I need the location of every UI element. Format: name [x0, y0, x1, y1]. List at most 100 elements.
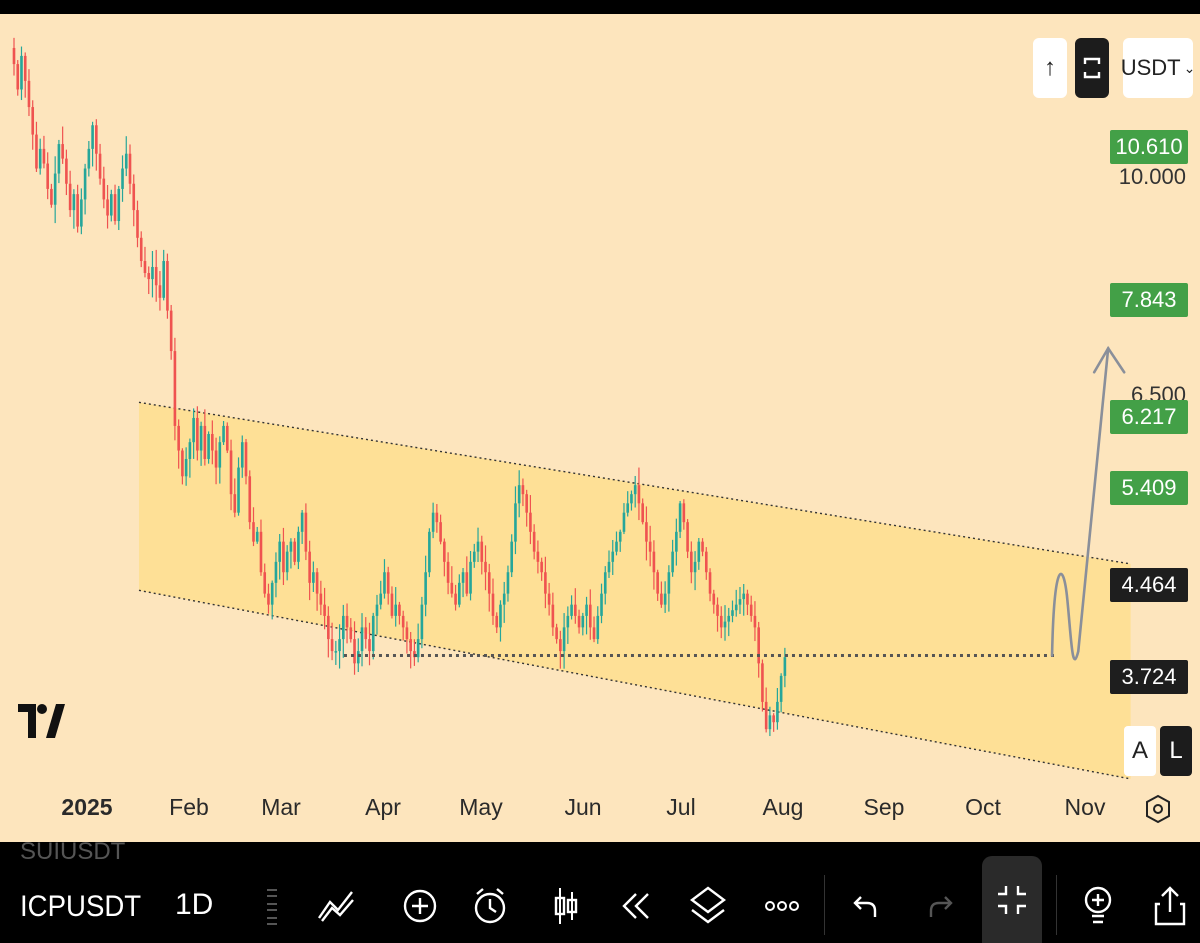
candle-body [154, 266, 158, 286]
candle-body [764, 701, 768, 730]
interval-button[interactable]: 1D [175, 888, 214, 921]
candle-body [409, 639, 412, 652]
candle-body [611, 551, 615, 562]
candle-body [394, 604, 398, 616]
candle-body [495, 615, 499, 628]
candle-body [648, 541, 652, 552]
candle-body [645, 522, 648, 542]
previous-symbol-label[interactable]: SUIUSDT [20, 842, 126, 865]
candle-body [353, 639, 356, 664]
candle-body [207, 433, 210, 459]
candle-body [53, 173, 57, 205]
candle-body [476, 541, 480, 552]
price-badge: 3.724 [1110, 660, 1188, 694]
candle-body [697, 541, 701, 562]
candle-body [240, 442, 244, 468]
candle-body [742, 593, 746, 600]
candle-body [506, 572, 510, 594]
candle-body [46, 163, 49, 189]
candle-body [68, 183, 72, 211]
exit-fullscreen-button[interactable] [982, 856, 1042, 943]
candle-body [315, 572, 319, 594]
candle-body [450, 582, 454, 594]
candle-body [356, 651, 360, 664]
layers-icon[interactable] [688, 878, 728, 934]
candle-body [360, 627, 364, 652]
candle-body [211, 433, 214, 451]
tradingview-logo [16, 702, 66, 745]
candle-body [20, 55, 23, 90]
candle-body [499, 604, 502, 628]
candle-body [229, 450, 233, 495]
candle-body [42, 148, 46, 164]
candle-body [693, 561, 697, 573]
candles-icon[interactable] [546, 878, 586, 934]
replay-icon[interactable] [616, 878, 656, 934]
candle-body [173, 351, 177, 426]
alarm-clock-icon[interactable] [470, 878, 510, 934]
candle-body [731, 610, 734, 616]
currency-selector[interactable]: USDT ⌄ [1121, 38, 1195, 98]
candle-body [596, 615, 600, 640]
log-scale-button[interactable]: L [1160, 726, 1192, 776]
candle-body [282, 541, 285, 573]
candle-body [480, 541, 484, 562]
candle-body [719, 615, 723, 628]
indicators-icon[interactable] [316, 878, 356, 934]
share-icon[interactable] [1150, 878, 1190, 934]
candle-body [428, 531, 431, 573]
candle-body [76, 194, 79, 227]
toolbar-divider [824, 875, 825, 935]
undo-icon[interactable] [846, 878, 886, 934]
candle-body [338, 639, 341, 652]
candle-body [547, 593, 551, 605]
candle-body [375, 604, 379, 616]
channel-fill [138, 402, 1131, 779]
candle-body [304, 512, 308, 552]
candle-body [319, 593, 323, 605]
more-icon[interactable] [762, 878, 802, 934]
scroll-to-latest-button[interactable]: ↑ [1033, 38, 1067, 98]
candle-body [65, 158, 68, 184]
candle-body [600, 593, 603, 616]
chart-settings-button[interactable] [1145, 794, 1171, 829]
candle-body [293, 541, 296, 562]
candle-body [514, 503, 517, 542]
candle-body [83, 168, 87, 200]
candle-body [102, 178, 106, 200]
candle-body [91, 125, 94, 149]
lightbulb-icon[interactable] [1078, 878, 1118, 934]
symbol-button[interactable]: ICPUSDT [20, 890, 142, 923]
candle-body [712, 593, 716, 605]
redo-icon[interactable] [920, 878, 960, 934]
candle-body [585, 604, 588, 616]
candle-body [289, 541, 293, 552]
candle-body [544, 572, 547, 594]
settings-hexagon-icon [1146, 794, 1170, 824]
candle-body [383, 572, 386, 594]
x-tick-label: May [459, 794, 503, 820]
add-icon[interactable] [400, 878, 440, 934]
price-chart[interactable] [0, 14, 1200, 842]
candle-body [701, 541, 704, 552]
price-badge: 10.610 [1110, 130, 1188, 164]
candle-body [555, 627, 558, 640]
candle-body [570, 604, 573, 616]
candle-body [128, 153, 132, 184]
chart-area[interactable]: ↑ USDT ⌄ 10.000 6.500 10.610 7.843 6.217… [0, 14, 1200, 842]
candle-body [364, 627, 368, 640]
price-tick: 10.000 [1118, 164, 1186, 189]
candle-body [768, 715, 772, 730]
candle-body [562, 627, 566, 652]
handle-icon[interactable] [252, 878, 292, 934]
candle-body [368, 639, 371, 652]
candle-body [667, 572, 671, 594]
candle-body [656, 572, 659, 594]
candle-body [592, 627, 596, 640]
fullscreen-button[interactable] [1075, 38, 1109, 98]
x-tick-label: Aug [762, 794, 804, 820]
auto-scale-button[interactable]: A [1124, 726, 1156, 776]
candle-body [491, 593, 495, 616]
candle-body [181, 450, 184, 477]
candle-body [469, 561, 472, 594]
